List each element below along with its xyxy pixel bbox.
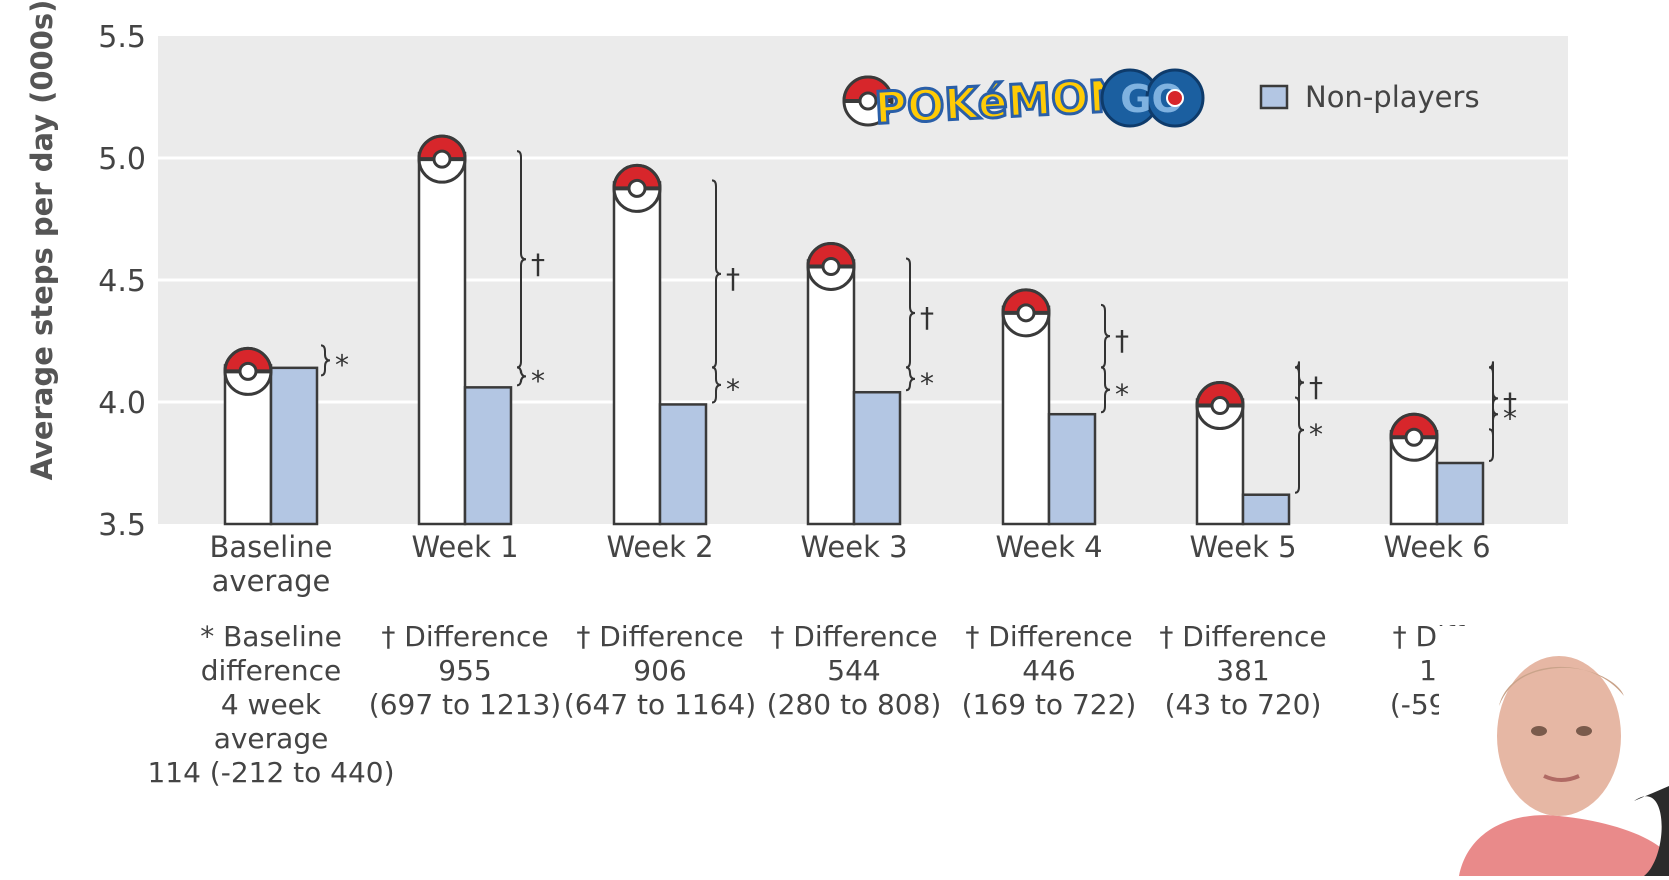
bar-players bbox=[417, 151, 467, 526]
annotation-line: † Difference bbox=[576, 620, 743, 653]
difference-bracket bbox=[1100, 303, 1111, 369]
bar-players bbox=[1001, 305, 1051, 526]
difference-bracket-symbol: † bbox=[726, 262, 740, 295]
annotation-line: * Baseline bbox=[200, 620, 342, 653]
annotation-line: 446 bbox=[1022, 654, 1075, 687]
baseline-bracket-symbol: * bbox=[1115, 378, 1129, 411]
webcam-overlay bbox=[1439, 626, 1669, 876]
category-label: Week 3 bbox=[800, 530, 907, 564]
legend-swatch-nonplayers bbox=[1259, 84, 1289, 110]
annotation-line: † Difference bbox=[965, 620, 1132, 653]
pokeball-icon bbox=[1195, 381, 1245, 431]
annotation-line: 114 (-212 to 440) bbox=[147, 756, 394, 789]
bar-players bbox=[806, 259, 856, 526]
annotation-line: (647 to 1164) bbox=[564, 688, 756, 721]
bar-nonplayers bbox=[1435, 461, 1485, 526]
legend-label-nonplayers: Non-players bbox=[1305, 80, 1480, 114]
difference-bracket bbox=[516, 150, 527, 369]
baseline-bracket bbox=[1100, 366, 1111, 414]
baseline-bracket-symbol: * bbox=[1503, 402, 1517, 435]
bars bbox=[223, 134, 1485, 526]
pokeball-icon bbox=[612, 163, 662, 213]
category-label: Baseline bbox=[210, 530, 333, 564]
y-tick-label: 5.0 bbox=[98, 142, 146, 177]
baseline-bracket-symbol: * bbox=[531, 364, 545, 397]
baseline-bracket-symbol: * bbox=[1309, 418, 1323, 451]
pokeball-icon bbox=[417, 134, 467, 184]
y-tick-label: 5.5 bbox=[98, 20, 146, 55]
difference-bracket bbox=[905, 257, 916, 369]
pokeball-icon bbox=[1001, 288, 1051, 338]
category-label: average bbox=[212, 564, 331, 598]
annotation-line: † Difference bbox=[381, 620, 548, 653]
difference-bracket-symbol: † bbox=[531, 247, 545, 280]
annotation-line: (697 to 1213) bbox=[369, 688, 561, 721]
category-label: Week 4 bbox=[995, 530, 1102, 564]
brackets: *†*†*†*†* †*†* bbox=[320, 150, 1517, 494]
logo-go-mark: GO bbox=[1100, 68, 1205, 128]
y-tick-label: 4.0 bbox=[98, 386, 146, 421]
difference-bracket-symbol: † bbox=[1309, 370, 1323, 403]
bar-nonplayers bbox=[269, 366, 319, 526]
annotation-line: (169 to 722) bbox=[962, 688, 1137, 721]
difference-bracket-symbol: † bbox=[1503, 386, 1517, 419]
annotation-line: (43 to 720) bbox=[1165, 688, 1322, 721]
legend-pokeball-icon bbox=[842, 75, 894, 127]
baseline-bracket bbox=[905, 366, 916, 392]
pokeball-icon bbox=[223, 346, 273, 396]
bar-nonplayers bbox=[463, 386, 513, 526]
annotation-line: (280 to 808) bbox=[767, 688, 942, 721]
baseline-bracket bbox=[1294, 366, 1305, 494]
pokeball-icon bbox=[1389, 412, 1439, 462]
bar-nonplayers bbox=[1241, 493, 1291, 526]
annotation-line: average bbox=[214, 722, 329, 755]
annotation-line: 955 bbox=[438, 654, 491, 687]
y-tick-label: 4.5 bbox=[98, 264, 146, 299]
difference-bracket-symbol: † bbox=[920, 301, 934, 334]
baseline-bracket-symbol: * bbox=[920, 367, 934, 400]
category-label: Week 1 bbox=[411, 530, 518, 564]
bar-players bbox=[612, 181, 662, 526]
pokeball-icon bbox=[806, 241, 856, 291]
bar-nonplayers bbox=[852, 390, 902, 526]
baseline-bracket bbox=[320, 344, 331, 377]
annotation-line: 381 bbox=[1216, 654, 1269, 687]
baseline-bracket bbox=[711, 366, 722, 404]
y-axis-label: Average steps per day (000s) bbox=[25, 0, 59, 480]
annotation-line: difference bbox=[201, 654, 342, 687]
baseline-bracket bbox=[516, 366, 527, 387]
annotation-line: 4 week bbox=[221, 688, 322, 721]
baseline-bracket bbox=[1488, 366, 1499, 462]
annotation-line: † Difference bbox=[770, 620, 937, 653]
y-tick-labels: 5.5 5.0 4.5 4.0 3.5 bbox=[98, 20, 146, 543]
difference-bracket bbox=[711, 179, 722, 369]
category-label: Week 5 bbox=[1189, 530, 1296, 564]
baseline-bracket-symbol: * bbox=[726, 373, 740, 406]
category-label: Week 2 bbox=[606, 530, 713, 564]
y-tick-label: 3.5 bbox=[98, 508, 146, 543]
presenter-image bbox=[1439, 626, 1669, 876]
bar-nonplayers bbox=[658, 403, 708, 526]
baseline-bracket-symbol: * bbox=[335, 348, 349, 381]
annotation-line: 906 bbox=[633, 654, 686, 687]
bar-nonplayers bbox=[1047, 412, 1097, 526]
difference-bracket-symbol: † bbox=[1115, 324, 1129, 357]
annotation-line: † Difference bbox=[1159, 620, 1326, 653]
category-label: Week 6 bbox=[1383, 530, 1490, 564]
annotation-line: 544 bbox=[827, 654, 880, 687]
